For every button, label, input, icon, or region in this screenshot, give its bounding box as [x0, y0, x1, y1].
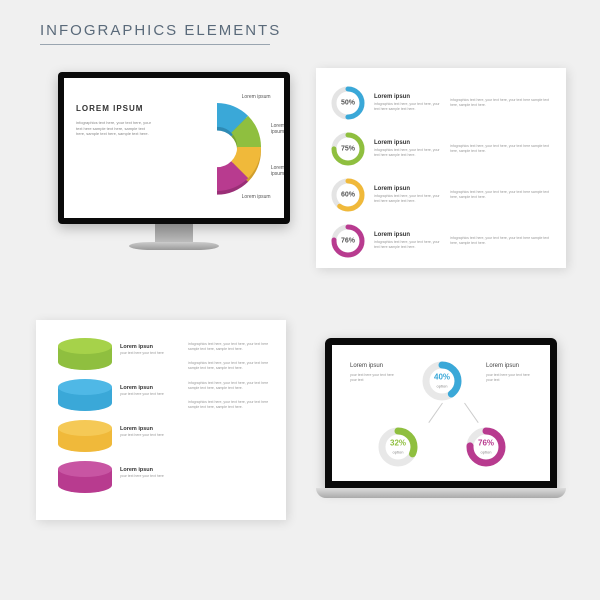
laptop-base	[316, 488, 566, 498]
ring-percent: 75%	[341, 146, 355, 153]
text-paragraph: infographics text here, your text here, …	[188, 381, 272, 390]
cylinder-label: Lorem ipsunyour text here your text here	[120, 344, 180, 385]
progress-ring: 60%	[330, 177, 366, 213]
row-title: Lorem ipsun	[374, 140, 444, 146]
donut-label: Lorem ipsum	[271, 165, 284, 177]
progress-row: 75% Lorem ipsun infographics text here, …	[330, 130, 552, 168]
cylinder-label: Lorem ipsunyour text here your text here	[120, 385, 180, 426]
ring-percent: 76%	[478, 439, 494, 448]
progress-row: 50% Lorem ipsun infographics text here, …	[330, 84, 552, 122]
p4-title: Lorem ipsun	[350, 363, 383, 369]
panel-rings-card: 50% Lorem ipsun infographics text here, …	[316, 68, 566, 268]
row-title: Lorem ipsun	[374, 186, 444, 192]
p4-subtitle: your text here your text here your text	[486, 373, 536, 382]
linked-ring: 32% option	[376, 425, 420, 469]
row-title: Lorem ipsun	[374, 232, 444, 238]
donut-label: Lorem ipsum	[242, 194, 271, 200]
progress-ring: 50%	[330, 85, 366, 121]
ring-option-label: option	[437, 384, 448, 389]
cylinder-disc	[58, 379, 112, 409]
row-right-text: infographics text here, your text here, …	[450, 190, 552, 199]
ring-percent: 32%	[390, 439, 406, 448]
cylinder-label: Lorem ipsunyour text here your text here	[120, 426, 180, 467]
monitor-stand	[155, 224, 193, 242]
connector-line	[464, 403, 479, 423]
laptop-bezel: Lorem ipsun Lorem ipsun your text here you…	[325, 338, 557, 488]
cylinder-disc	[58, 420, 112, 450]
row-right-text: infographics text here, your text here, …	[450, 144, 552, 153]
row-mid-text: infographics text here, your text here, …	[374, 240, 444, 249]
title-underline	[40, 44, 270, 45]
monitor-screen: LOREM IPSUM infographics text here, your…	[64, 78, 284, 218]
ring-option-label: option	[481, 450, 492, 455]
p4-title: Lorem ipsun	[486, 363, 519, 369]
ring-percent: 76%	[341, 238, 355, 245]
p4-subtitle: your text here your text here your text	[350, 373, 400, 382]
text-paragraph: infographics text here, your text here, …	[188, 361, 272, 370]
connector-line	[428, 403, 443, 423]
half-donut-chart	[162, 92, 272, 202]
p1-title: LOREM IPSUM	[76, 104, 143, 113]
ring-option-label: option	[393, 450, 404, 455]
row-mid-text: infographics text here, your text here, …	[374, 102, 444, 111]
row-right-text: infographics text here, your text here, …	[450, 98, 552, 107]
p1-body: infographics text here, your text here, …	[76, 120, 154, 137]
text-paragraph: infographics text here, your text here, …	[188, 342, 272, 351]
progress-ring: 76%	[330, 223, 366, 259]
panel-laptop: Lorem ipsun Lorem ipsun your text here you…	[316, 338, 566, 498]
monitor-bezel: LOREM IPSUM infographics text here, your…	[58, 72, 290, 224]
ring-percent: 50%	[341, 100, 355, 107]
panel-cylinders-card: Lorem ipsunyour text here your text here…	[36, 320, 286, 520]
monitor-base	[129, 242, 219, 250]
cylinder-label: Lorem ipsunyour text here your text here	[120, 467, 180, 508]
laptop-screen: Lorem ipsun Lorem ipsun your text here you…	[332, 345, 550, 481]
cylinder-stack	[50, 338, 120, 502]
panel-monitor: LOREM IPSUM infographics text here, your…	[58, 72, 290, 250]
row-title: Lorem ipsun	[374, 94, 444, 100]
cylinder-disc	[58, 338, 112, 368]
progress-ring: 75%	[330, 131, 366, 167]
donut-label: Lorem ipsum	[242, 94, 271, 100]
linked-ring: 76% option	[464, 425, 508, 469]
progress-row: 76% Lorem ipsun infographics text here, …	[330, 222, 552, 260]
row-mid-text: infographics text here, your text here, …	[374, 148, 444, 157]
linked-ring: 40% option	[420, 359, 464, 403]
ring-percent: 40%	[434, 373, 450, 382]
row-right-text: infographics text here, your text here, …	[450, 236, 552, 245]
page-title: INFOGRAPHICS ELEMENTS	[40, 22, 281, 39]
cylinder-disc	[58, 461, 112, 491]
ring-percent: 60%	[341, 192, 355, 199]
progress-row: 60% Lorem ipsun infographics text here, …	[330, 176, 552, 214]
donut-label: Lorem ipsum	[271, 123, 284, 135]
text-paragraph: infographics text here, your text here, …	[188, 400, 272, 409]
row-mid-text: infographics text here, your text here, …	[374, 194, 444, 203]
